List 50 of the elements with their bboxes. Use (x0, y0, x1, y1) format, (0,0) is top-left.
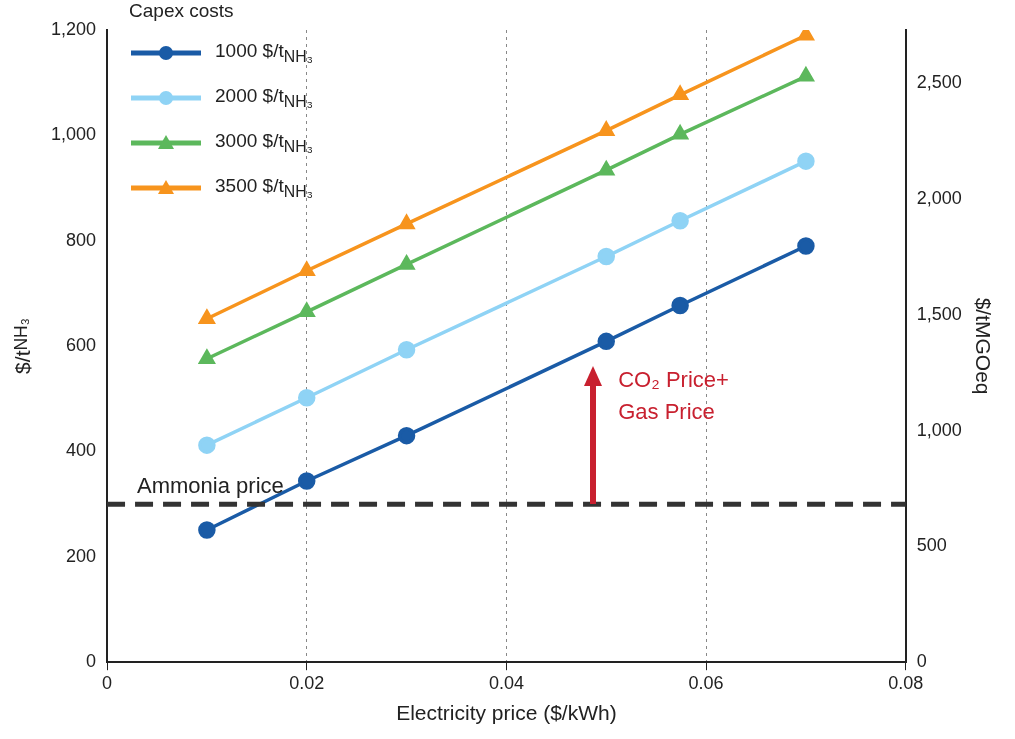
point (672, 86, 688, 101)
x-tick-label: 0.08 (888, 672, 924, 693)
y2-tick-label: 1,000 (916, 419, 962, 440)
point (597, 247, 615, 266)
y2-tick-label: 2,500 (916, 72, 962, 93)
x-axis-title: Electricity price ($/kWh) (396, 701, 617, 725)
point (598, 161, 615, 176)
point (199, 349, 215, 364)
point (198, 521, 216, 539)
point (398, 215, 415, 230)
point (598, 121, 615, 136)
point (199, 309, 215, 324)
y2-axis-title: $/tMGOeq (971, 297, 995, 395)
y-tick-label: 1,000 (51, 124, 97, 145)
y-tick-label: 0 (86, 651, 97, 672)
point (671, 296, 689, 315)
point (297, 472, 316, 490)
legend-title: Capex costs (129, 0, 235, 22)
legend-label: 3500 $/t$_{NH₃}$ (215, 174, 314, 201)
y2-tick-label: 2,000 (916, 188, 962, 209)
point (398, 255, 415, 270)
point (198, 436, 216, 454)
y-tick-label: 400 (66, 440, 97, 461)
point (298, 262, 315, 277)
legend-label: 3000 $/t$_{NH₃}$ (215, 129, 314, 156)
y2-tick-label: 0 (916, 651, 927, 672)
point (297, 388, 316, 407)
x-tick-label: 0.02 (289, 672, 325, 693)
y2-tick-label: 1,500 (916, 303, 962, 324)
legend-label: 1000 $/t$_{NH₃}$ (215, 39, 314, 66)
ref-line-label: Ammonia price (137, 473, 284, 499)
legend-label: 2000 $/t$_{NH₃}$ (215, 84, 314, 111)
x-tick-label: 0.04 (488, 672, 524, 693)
point (397, 426, 416, 445)
point (298, 303, 315, 318)
y-tick-label: 1,200 (51, 18, 97, 39)
point (671, 211, 689, 230)
point (672, 123, 689, 140)
y-tick-label: 600 (66, 335, 97, 356)
x-tick-label: 0.06 (688, 672, 724, 693)
point (797, 237, 815, 255)
y-tick-label: 200 (66, 545, 97, 566)
point (798, 65, 815, 82)
point (597, 332, 615, 351)
x-tick-label: 0 (102, 672, 113, 693)
point (797, 152, 815, 170)
point (397, 341, 416, 359)
annotation: CO₂ Price+ Gas Price (618, 366, 729, 427)
y2-tick-label: 500 (916, 535, 947, 556)
y-tick-label: 800 (66, 229, 97, 250)
